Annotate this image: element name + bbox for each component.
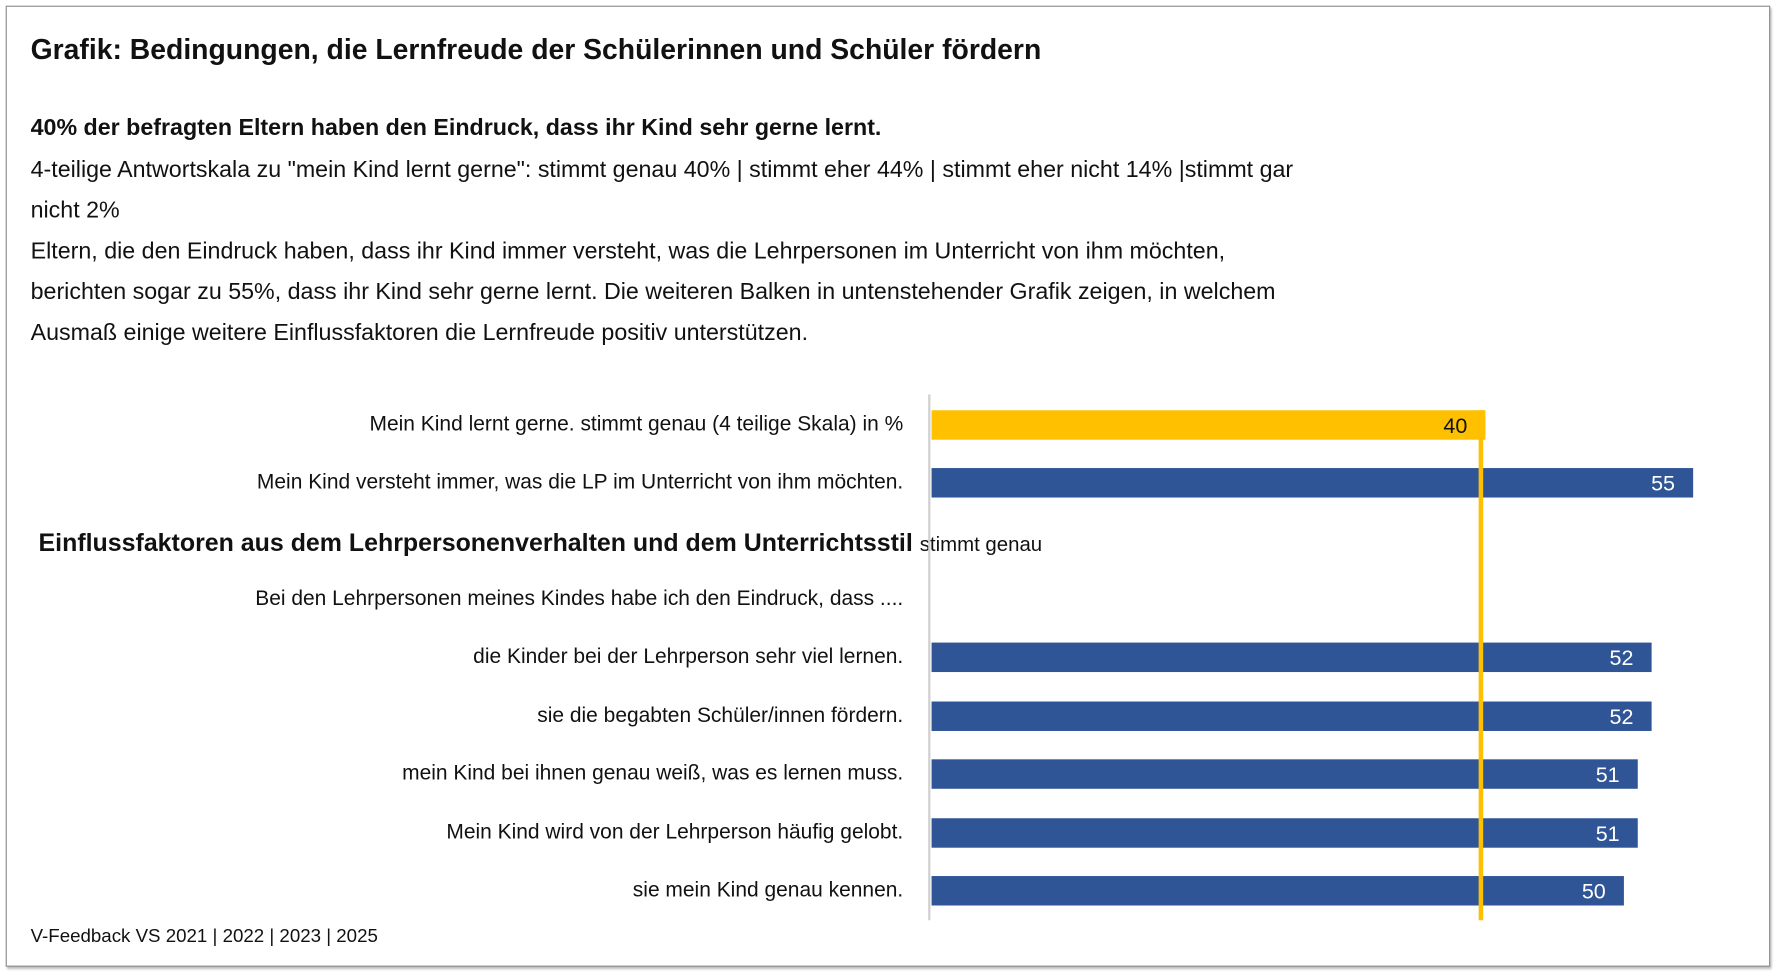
source-footer: V-Feedback VS 2021 | 2022 | 2023 | 2025 <box>30 925 378 947</box>
intro-label: Bei den Lehrpersonen meines Kindes habe … <box>255 585 904 610</box>
category-label: sie die begabten Schüler/innen fördern. <box>537 702 904 727</box>
section-heading-text: Einflussfaktoren aus dem Lehrpersonenver… <box>38 528 913 557</box>
bar <box>931 818 1638 848</box>
data-label: 51 <box>1596 763 1620 787</box>
data-label: 52 <box>1610 705 1634 729</box>
bar <box>931 642 1652 673</box>
category-label: Mein Kind versteht immer, was die LP im … <box>256 469 904 493</box>
body-line: nicht 2% <box>30 197 120 224</box>
category-label: Mein Kind lernt gerne. stimmt genau (4 t… <box>369 411 904 436</box>
bar <box>931 876 1624 906</box>
data-label: 40 <box>1443 414 1467 438</box>
body-line: Ausmaß einige weitere Einflussfaktoren d… <box>30 319 809 346</box>
figure-title: Grafik: Bedingungen, die Lernfreude der … <box>30 33 1042 66</box>
category-label: Mein Kind wird von der Lehrperson häufig… <box>446 819 904 844</box>
data-label: 51 <box>1596 822 1620 846</box>
category-label: die Kinder bei der Lehrperson sehr viel … <box>473 643 904 668</box>
data-label: 52 <box>1610 646 1634 670</box>
data-label: 55 <box>1651 472 1675 496</box>
section-heading: Einflussfaktoren aus dem Lehrpersonenver… <box>39 528 1043 557</box>
bar <box>931 759 1638 789</box>
bar <box>931 701 1652 731</box>
category-label: mein Kind bei ihnen genau weiß, was es l… <box>402 760 904 785</box>
reference-bar <box>931 410 1486 440</box>
body-line: berichten sogar zu 55%, dass ihr Kind se… <box>30 278 1276 305</box>
figure-subtitle: 40% der befragten Eltern haben den Eindr… <box>30 114 882 141</box>
category-label: sie mein Kind genau kennen. <box>632 877 904 901</box>
data-label: 50 <box>1582 880 1606 904</box>
section-heading-suffix: stimmt genau <box>919 532 1043 556</box>
figure-frame <box>5 5 1771 967</box>
body-line: Eltern, die den Eindruck haben, dass ihr… <box>30 237 1226 265</box>
bar <box>931 468 1694 498</box>
body-line: 4-teilige Antwortskala zu "mein Kind ler… <box>30 156 1294 183</box>
